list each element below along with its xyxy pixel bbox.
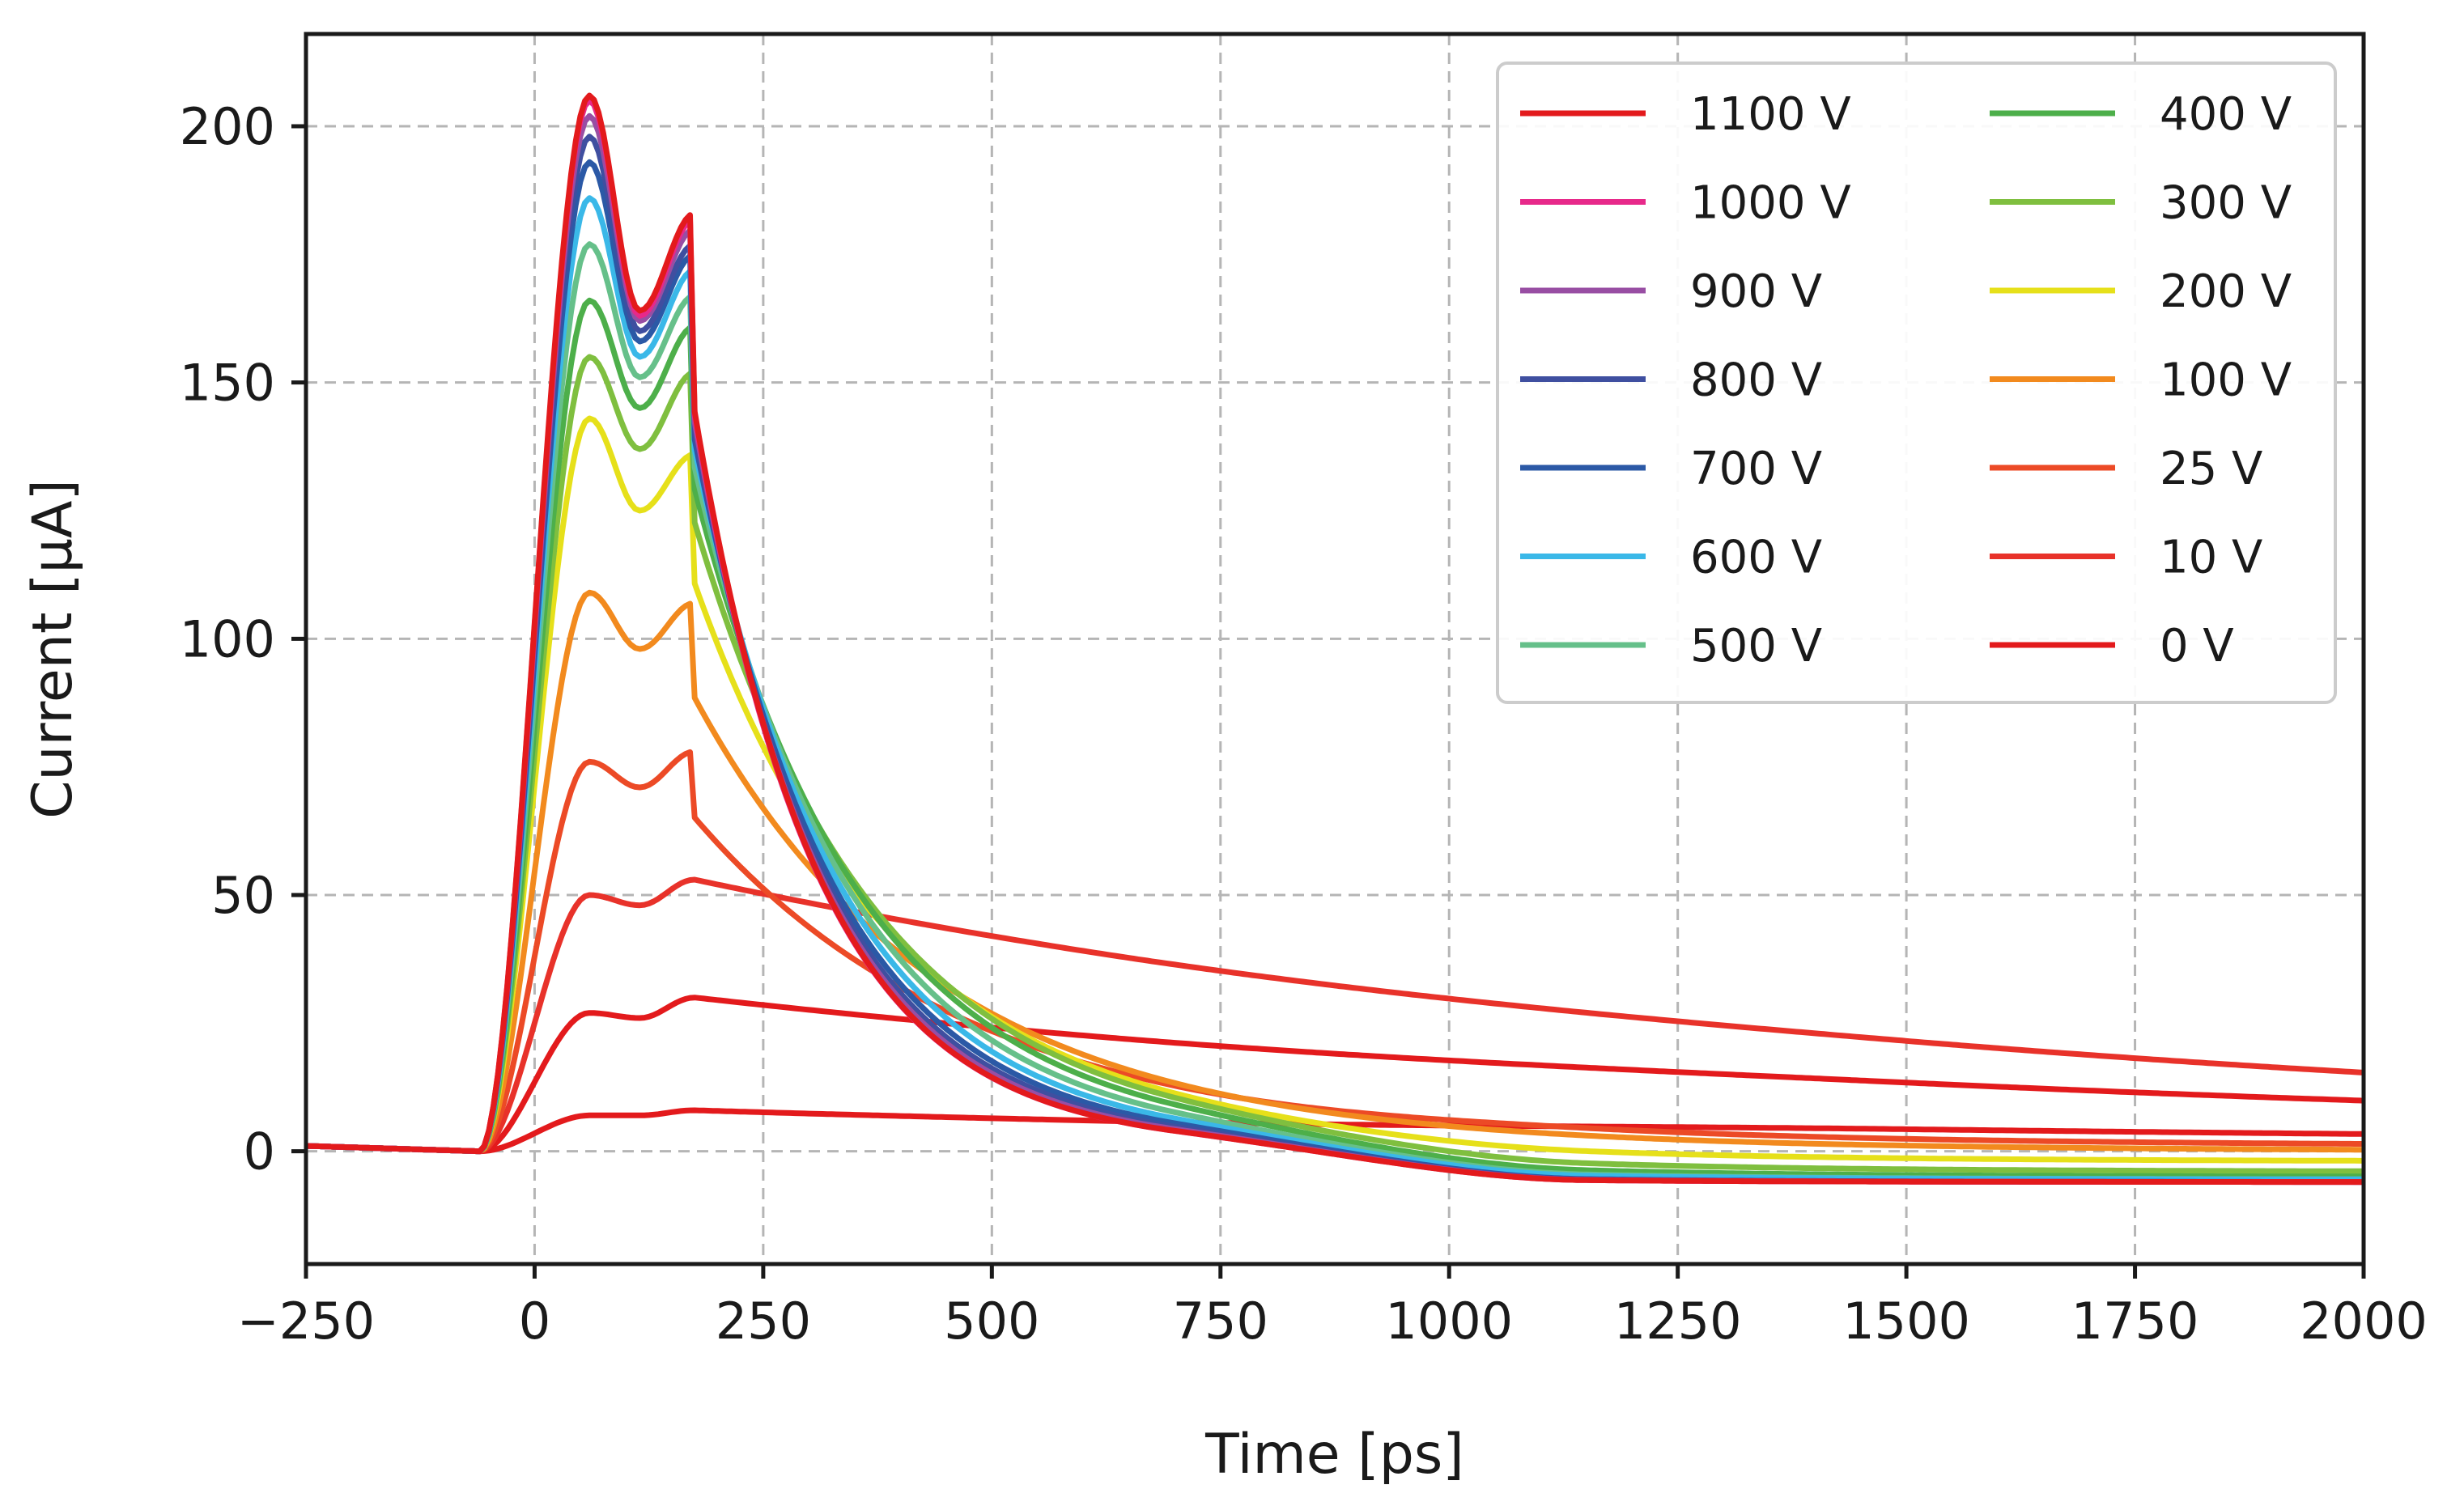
series-line — [305, 589, 2364, 1155]
series-line — [305, 876, 2364, 1155]
legend-label: 500 V — [1690, 620, 1822, 672]
legend-box — [1496, 62, 2337, 704]
series-line — [305, 297, 2364, 1180]
legend-label: 25 V — [2160, 443, 2262, 495]
y-tick-label: 50 — [211, 866, 275, 925]
legend-label: 600 V — [1690, 532, 1822, 584]
x-tick-label: −250 — [237, 1292, 375, 1351]
series-line — [305, 749, 2364, 1155]
series-line — [305, 995, 2364, 1155]
x-tick-label: 1000 — [1385, 1292, 1513, 1351]
legend-label: 200 V — [2160, 265, 2292, 318]
x-tick-label: 750 — [1173, 1292, 1268, 1351]
legend-label: 300 V — [2160, 177, 2292, 230]
x-tick-label: 0 — [519, 1292, 550, 1351]
legend-label: 700 V — [1690, 443, 1822, 495]
legend-label: 0 V — [2160, 620, 2234, 672]
series-line — [305, 354, 2364, 1174]
legend: 1100 V 1000 V 900 V 800 V 700 V 600 V 500 V 400… — [1496, 62, 2337, 704]
x-tick-label: 1250 — [1614, 1292, 1742, 1351]
x-tick-label: 250 — [716, 1292, 811, 1351]
x-axis-title: Time [ps] — [1204, 1423, 1464, 1487]
x-tick-label: 1750 — [2071, 1292, 2199, 1351]
series-line — [305, 415, 2364, 1164]
y-tick-label: 200 — [180, 97, 275, 156]
legend-label: 900 V — [1690, 265, 1822, 318]
y-tick-label: 0 — [244, 1122, 275, 1181]
x-tick-label: 1500 — [1842, 1292, 1970, 1351]
x-tick-label: 500 — [944, 1292, 1039, 1351]
legend-label: 400 V — [2160, 88, 2292, 141]
y-tick-label: 100 — [180, 609, 275, 668]
legend-label: 1000 V — [1690, 177, 1851, 230]
legend-label: 10 V — [2160, 532, 2262, 584]
y-axis-title: Current [µA] — [21, 479, 85, 819]
series-lines — [305, 92, 2364, 1186]
legend-label: 1100 V — [1690, 88, 1851, 141]
plot-frame — [304, 32, 2366, 1266]
series-line — [305, 92, 2364, 1186]
axis-ticks: −250 0 250 500 750 1000 1250 1500 1750 2000 0 50 100… — [180, 97, 2428, 1351]
legend-label: 800 V — [1690, 354, 1822, 407]
y-tick-label: 150 — [180, 354, 275, 413]
legend-label: 100 V — [2160, 354, 2292, 407]
x-tick-label: 2000 — [2300, 1292, 2428, 1351]
